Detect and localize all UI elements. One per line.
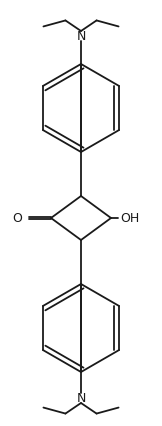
Text: N: N [76, 29, 86, 43]
Text: O: O [12, 211, 22, 225]
Text: N: N [76, 391, 86, 405]
Text: OH: OH [120, 211, 139, 225]
